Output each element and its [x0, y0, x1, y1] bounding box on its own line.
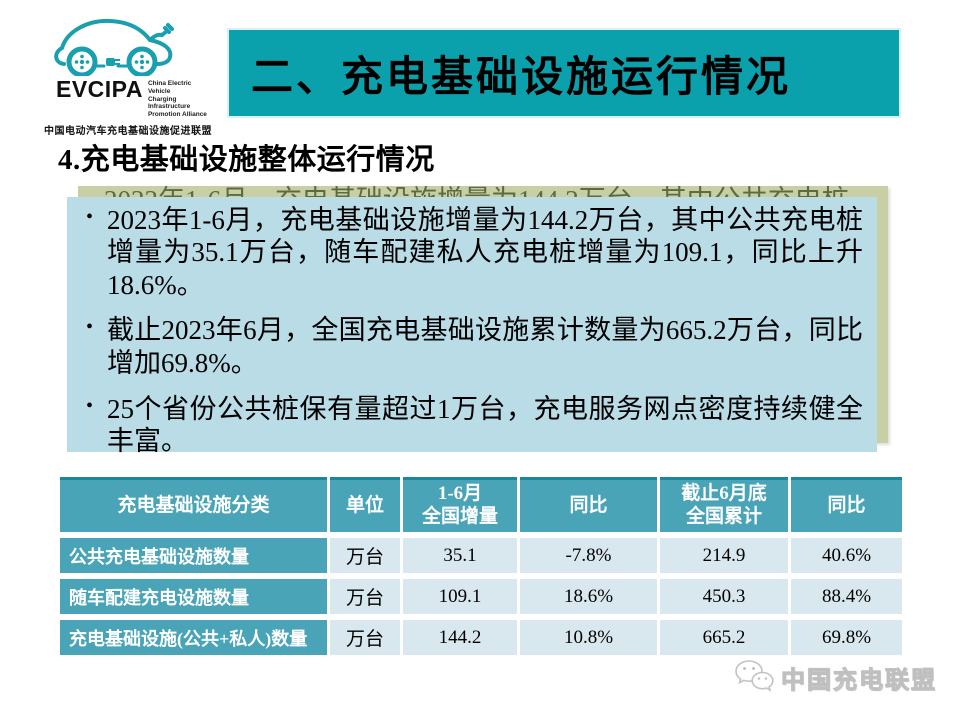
- table-cell: 214.9: [660, 538, 788, 573]
- logo-english-line1: China Electric Vehicle: [147, 80, 192, 95]
- table-header-yoy1: 同比: [520, 477, 657, 532]
- table-cell: 450.3: [660, 579, 788, 614]
- slide-title-banner: 二、充电基础设施运行情况: [227, 28, 901, 118]
- bullet-text: 截止2023年6月，全国充电基础设施累计数量为665.2万台，同比增加69.8%…: [107, 315, 863, 378]
- table-cell: 18.6%: [520, 579, 657, 614]
- ev-car-icon: [54, 18, 174, 76]
- bullet-text: 2023年1-6月，充电基础设施增量为144.2万台，其中公共充电桩增量为35.…: [107, 205, 863, 300]
- bullet-text: 25个省份公共桩保有量超过1万台，充电服务网点密度持续健全丰富。: [107, 393, 863, 457]
- wechat-icon: [735, 660, 774, 692]
- bullet-icon: •: [86, 316, 94, 339]
- table-cell: 10.8%: [520, 620, 657, 655]
- section-heading: 4.充电基础设施整体运行情况: [58, 144, 435, 176]
- logo-english-line3: Promotion Alliance: [147, 111, 207, 119]
- table-cell: -7.8%: [520, 538, 657, 573]
- table-row-label: 充电基础设施(公共+私人)数量: [60, 620, 327, 655]
- table-cell: 万台: [330, 620, 400, 655]
- table-row-label: 随车配建充电设施数量: [60, 579, 327, 614]
- bullet-icon: •: [86, 394, 94, 417]
- table-header-increase: 1-6月 全国增量: [403, 477, 517, 532]
- table-cell: 万台: [330, 579, 400, 614]
- table-cell: 40.6%: [791, 538, 902, 573]
- logo-english-line2: Charging Infrastructure: [147, 95, 191, 111]
- table-cell: 69.8%: [791, 620, 902, 655]
- table-row-label: 公共充电基础设施数量: [60, 538, 327, 573]
- bullet-item: • 25个省份公共桩保有量超过1万台，充电服务网点密度持续健全丰富。: [79, 393, 863, 458]
- table-header-yoy2: 同比: [791, 477, 902, 532]
- logo-chinese-name: 中国电动汽车充电基础设施促进联盟: [44, 125, 212, 137]
- bullet-item: • 截止2023年6月，全国充电基础设施累计数量为665.2万台，同比增加69.…: [79, 314, 863, 379]
- table-header-category: 充电基础设施分类: [60, 477, 327, 532]
- slide-title: 二、充电基础设施运行情况: [251, 54, 792, 101]
- table-header-cumulative: 截止6月底 全国累计: [660, 477, 788, 532]
- logo-english-name: China Electric Vehicle Charging Infrastr…: [148, 80, 213, 119]
- table-cell: 35.1: [403, 538, 517, 573]
- bullet-item: • 2023年1-6月，充电基础设施增量为144.2万台，其中公共充电桩增量为3…: [79, 204, 863, 301]
- table-cell: 88.4%: [791, 579, 902, 614]
- watermark-text: 中国充电联盟: [781, 666, 937, 694]
- table-header-unit: 单位: [330, 477, 400, 532]
- bullet-icon: •: [86, 206, 94, 228]
- evcipa-logo: EVCIPA China Electric Vehicle Charging I…: [38, 14, 213, 137]
- table-cell: 665.2: [660, 620, 788, 655]
- wechat-watermark: 中国充电联盟: [733, 658, 937, 696]
- table-cell: 109.1: [403, 579, 517, 614]
- table-cell: 144.2: [403, 620, 517, 655]
- logo-acronym: EVCIPA: [56, 76, 143, 102]
- charging-stats-table: 充电基础设施分类 单位 1-6月 全国增量 同比 截止6月底 全国累计 同比 公…: [60, 477, 902, 655]
- table-cell: 万台: [330, 538, 400, 573]
- highlight-box: • 2023年1-6月，充电基础设施增量为144.2万台，其中公共充电桩增量为3…: [67, 197, 877, 456]
